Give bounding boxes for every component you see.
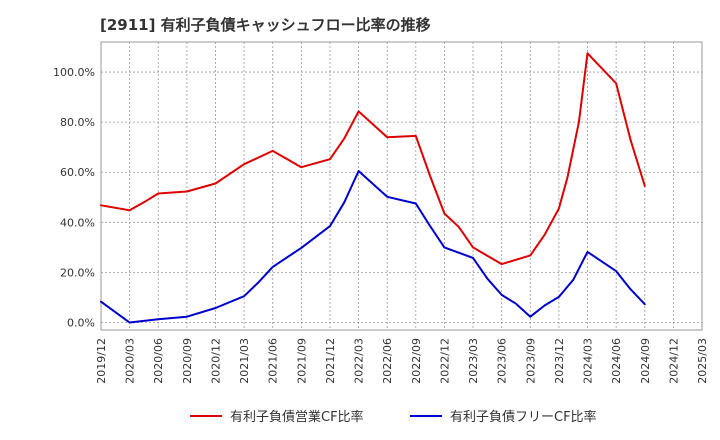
y-tick-label: 100.0%	[53, 66, 95, 79]
x-tick-label: 2024/12	[667, 338, 680, 384]
x-tick-label: 2023/09	[524, 338, 537, 384]
y-tick-label: 20.0%	[60, 266, 95, 279]
x-tick-label: 2022/12	[438, 338, 451, 384]
legend-label-1: 有利子負債営業CF比率	[230, 409, 364, 425]
y-tick-label: 80.0%	[60, 116, 95, 129]
series-line-1	[100, 52, 646, 266]
x-tick-label: 2025/03	[696, 338, 709, 384]
x-tick-label: 2021/03	[238, 338, 251, 384]
x-tick-label: 2020/09	[181, 338, 194, 384]
x-tick-label: 2023/06	[496, 338, 509, 384]
x-tick-label: 2022/09	[410, 338, 423, 384]
y-tick-label: 60.0%	[60, 166, 95, 179]
x-tick-label: 2022/06	[381, 338, 394, 384]
x-tick-label: 2021/09	[295, 338, 308, 384]
x-tick-label: 2024/03	[582, 338, 595, 384]
x-tick-label: 2021/12	[324, 338, 337, 384]
x-tick-label: 2023/03	[467, 338, 480, 384]
y-tick-label: 40.0%	[60, 216, 95, 229]
x-tick-label: 2020/06	[152, 338, 165, 384]
series-line-2	[100, 170, 646, 324]
x-tick-label: 2022/03	[353, 338, 366, 384]
x-tick-label: 2024/06	[610, 338, 623, 384]
x-tick-label: 2023/12	[553, 338, 566, 384]
plot-area	[100, 41, 703, 331]
x-tick-label: 2019/12	[95, 338, 108, 384]
x-tick-label: 2024/09	[639, 338, 652, 384]
x-tick-label: 2021/06	[267, 338, 280, 384]
x-tick-label: 2020/12	[209, 338, 222, 384]
legend-label-2: 有利子負債フリーCF比率	[450, 409, 597, 425]
x-tick-label: 2020/03	[124, 338, 137, 384]
chart-title: [2911] 有利子負債キャッシュフロー比率の推移	[100, 16, 431, 34]
y-tick-label: 0.0%	[67, 316, 95, 329]
